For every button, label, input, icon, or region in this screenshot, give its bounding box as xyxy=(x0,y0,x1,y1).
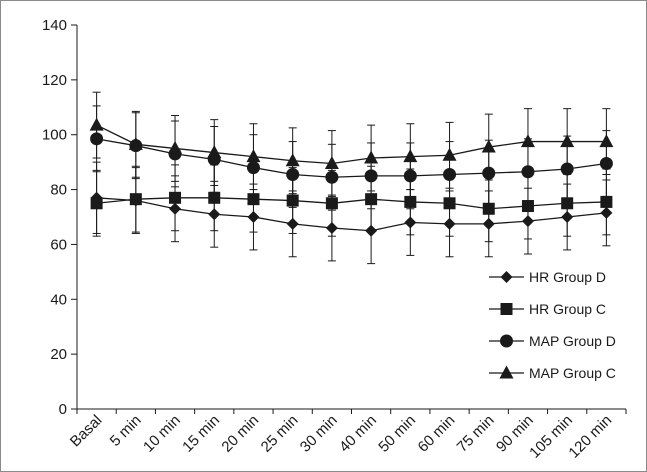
y-tick-label: 0 xyxy=(59,401,67,418)
y-tick-label: 20 xyxy=(50,346,67,363)
map-group-c-point xyxy=(285,153,300,167)
x-tick-label: 15 min xyxy=(179,412,223,456)
y-tick-label: 120 xyxy=(42,72,67,89)
y-tick-label: 60 xyxy=(50,236,67,253)
map-group-c-line xyxy=(96,124,607,165)
x-tick-label: 10 min xyxy=(140,412,184,456)
map-group-c-point xyxy=(207,145,222,159)
y-tick-label: 140 xyxy=(42,17,67,34)
hr-group-c-point xyxy=(600,195,613,208)
legend-marker-map-group-d xyxy=(500,334,513,348)
map-group-c-point xyxy=(599,134,614,148)
hr-group-c-point xyxy=(561,197,574,210)
y-tick-label: 80 xyxy=(50,182,67,199)
map-group-c-point xyxy=(481,139,496,153)
map-group-c-point xyxy=(246,149,261,163)
map-group-c-point xyxy=(324,156,339,170)
x-tick-label: 50 min xyxy=(375,412,419,456)
map-group-c-point xyxy=(560,134,575,148)
map-group-c-point xyxy=(364,150,379,164)
map-group-c-point xyxy=(520,134,535,148)
map-group-c-point xyxy=(168,140,183,154)
x-tick-label: 40 min xyxy=(336,412,380,456)
hr-group-c-line xyxy=(96,197,607,210)
legend-label-hr-group-c: HR Group C xyxy=(529,301,606,317)
x-tick-label: 30 min xyxy=(297,412,341,456)
y-tick-label: 100 xyxy=(42,127,67,144)
x-tick-label: 5 min xyxy=(107,412,145,450)
x-tick-label: 105 min xyxy=(526,412,576,462)
y-tick-label: 40 xyxy=(50,291,67,308)
x-tick-label: Basal xyxy=(67,412,106,451)
legend-marker-hr-group-c xyxy=(500,303,513,315)
hr-group-c-point xyxy=(521,200,534,213)
legend-marker-map-group-c xyxy=(499,365,514,379)
legend-label-map-group-c: MAP Group C xyxy=(529,365,616,381)
x-tick-label: 60 min xyxy=(415,412,459,456)
hr-group-c-point xyxy=(208,191,221,204)
map-group-c-point xyxy=(403,149,418,163)
map-group-d-line xyxy=(96,138,607,178)
map-group-c-point xyxy=(128,136,143,150)
map-group-c-point xyxy=(442,147,457,161)
hr-group-c-point xyxy=(169,191,182,204)
x-tick-label: 120 min xyxy=(565,412,615,462)
legend-label-hr-group-d: HR Group D xyxy=(529,269,606,285)
x-tick-label: 25 min xyxy=(258,412,302,456)
map-group-c-point xyxy=(89,117,104,131)
hr-group-d-line xyxy=(96,197,607,232)
hr-group-c-point xyxy=(90,197,103,210)
x-tick-label: 20 min xyxy=(218,412,262,456)
legend-label-map-group-d: MAP Group D xyxy=(529,333,616,349)
legend-marker-hr-group-d xyxy=(500,271,513,283)
x-tick-label: 75 min xyxy=(454,412,498,456)
hr-group-c-point xyxy=(129,193,142,206)
